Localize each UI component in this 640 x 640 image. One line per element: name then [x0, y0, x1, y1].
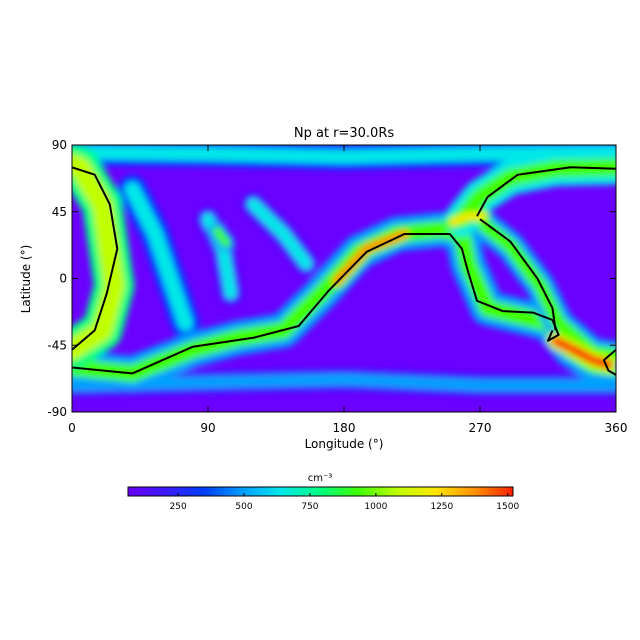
- y-tick-label: -45: [47, 338, 67, 352]
- feature-south-ring: [72, 373, 616, 392]
- x-tick-label: 90: [200, 421, 215, 435]
- x-tick-label: 270: [469, 421, 492, 435]
- colorbar: 250 500 750 1000 1250 1500: [127, 486, 519, 512]
- feature-green-knot: [212, 226, 231, 248]
- colorbar-unit-label: cm⁻³: [308, 473, 333, 484]
- x-tick-label: 0: [68, 421, 76, 435]
- x-axis-label: Longitude (°): [305, 437, 384, 451]
- x-tick-label: 180: [333, 421, 356, 435]
- feature-main-dense-sheet: [72, 153, 125, 361]
- map-contents: [72, 145, 616, 412]
- contour-neutral-line-edge: [602, 348, 616, 376]
- colorbar-tick-label: 1000: [364, 502, 387, 512]
- colorbar-tick-label: 1250: [430, 502, 453, 512]
- axes: 0 90 180 270 360 90 45 0 -45 -90: [47, 138, 627, 435]
- colorbar-tick-label: 500: [235, 502, 252, 512]
- y-tick-label: 90: [52, 138, 67, 152]
- neutral-line-contours: [72, 166, 616, 376]
- colorbar-tick-label: 1500: [496, 502, 519, 512]
- contour-neutral-line-upper: [476, 166, 616, 217]
- colorbar-tick-label: 250: [170, 502, 187, 512]
- feature-hot-spot-southeast: [551, 336, 613, 370]
- y-tick-label: 45: [52, 205, 67, 219]
- y-axis-label: Latitude (°): [19, 245, 33, 314]
- contour-neutral-line-main: [72, 166, 119, 351]
- feature-left-cyan-fan: [124, 181, 193, 331]
- x-tick-label: 360: [605, 421, 628, 435]
- chart-title: Np at r=30.0Rs: [294, 126, 395, 141]
- colorbar-tick-label: 750: [301, 502, 318, 512]
- colorbar-bar: [127, 486, 514, 497]
- contour-neutral-line-loop: [479, 218, 557, 331]
- feature-mid-cyan-streak: [247, 198, 313, 270]
- feature-north-cap-band: [72, 145, 616, 164]
- map-panel: [71, 144, 617, 413]
- y-tick-label: 0: [59, 272, 67, 286]
- y-tick-label: -90: [47, 405, 67, 419]
